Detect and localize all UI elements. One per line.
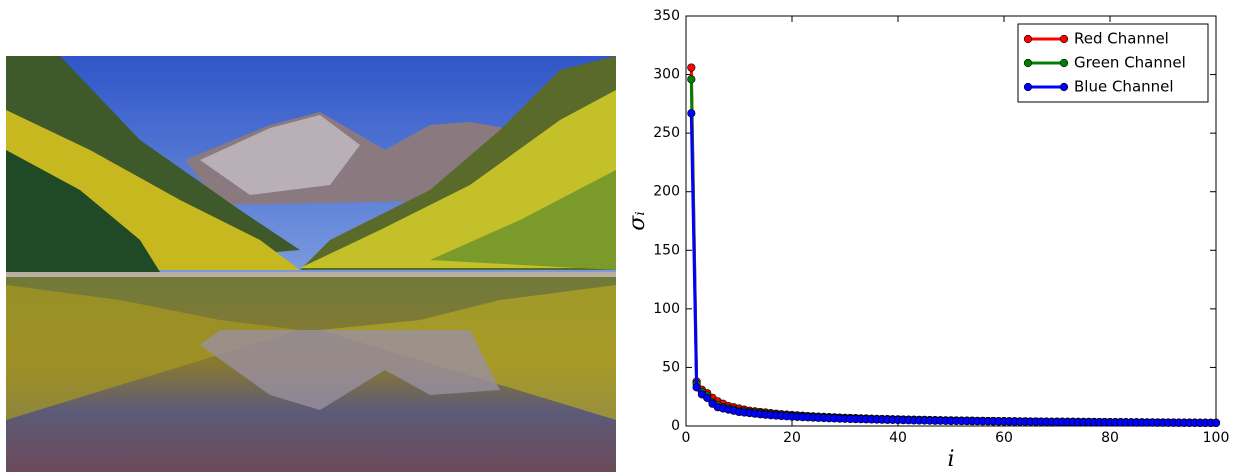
- legend-label: Blue Channel: [1074, 78, 1174, 96]
- y-tick-label: 250: [653, 125, 680, 141]
- y-tick-label: 0: [671, 418, 680, 434]
- x-axis-label: i: [947, 447, 954, 472]
- data-point: [693, 384, 701, 392]
- y-tick-label: 300: [653, 67, 680, 83]
- data-point: [688, 109, 696, 117]
- y-tick-label: 150: [653, 242, 680, 258]
- x-tick-label: 0: [682, 430, 691, 446]
- legend-marker: [1060, 35, 1068, 43]
- x-tick-label: 60: [995, 430, 1013, 446]
- y-tick-label: 200: [653, 184, 680, 200]
- legend-label: Green Channel: [1074, 54, 1186, 72]
- legend-marker: [1060, 59, 1068, 67]
- figure: 0 20 40 60 80 100 0 50 100 150 200 250 300 350 Red Cha…: [0, 0, 1236, 474]
- y-tick-label: 50: [662, 359, 680, 375]
- data-point: [703, 394, 711, 402]
- x-tick-label: 80: [1101, 430, 1119, 446]
- legend-marker: [1024, 59, 1032, 67]
- data-point: [688, 75, 696, 83]
- y-tick-label: 350: [653, 8, 680, 24]
- x-tick-label: 100: [1203, 430, 1230, 446]
- legend-label: Red Channel: [1074, 30, 1169, 48]
- legend-marker: [1060, 83, 1068, 91]
- landscape-photo: [6, 56, 616, 472]
- y-axis-label: σᵢ: [625, 211, 650, 230]
- legend-marker: [1024, 83, 1032, 91]
- data-point: [1212, 419, 1220, 427]
- x-tick-label: 20: [783, 430, 801, 446]
- legend: Red Channel Green Channel Blue Channel: [1018, 24, 1208, 102]
- y-tick-label: 100: [653, 301, 680, 317]
- legend-marker: [1024, 35, 1032, 43]
- data-point: [688, 64, 696, 72]
- page: 0 20 40 60 80 100 0 50 100 150 200 250 300 350 Red Cha…: [0, 0, 1236, 474]
- x-tick-label: 40: [889, 430, 907, 446]
